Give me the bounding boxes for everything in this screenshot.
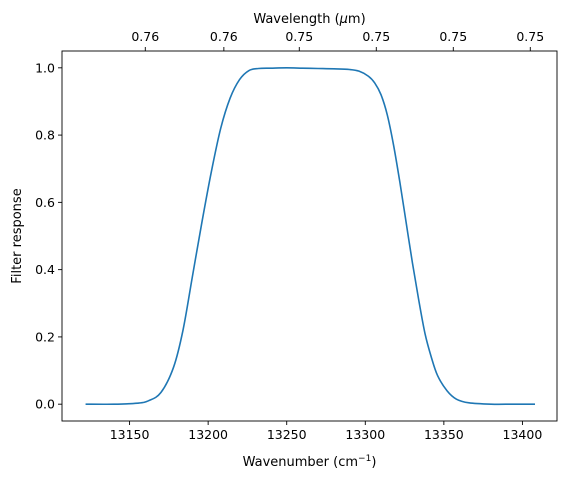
top-tick-label: 0.75 [362,29,390,44]
series-line-0 [85,67,535,406]
y-tick-label: 0.4 [35,262,55,277]
y-axis-label: Filter response [10,188,25,283]
top-axis-label-mu: μ [339,12,348,27]
x-axis-label: Wavenumber (cm−1) [243,454,377,470]
x-tick-label: 13200 [188,427,228,442]
top-axis-label-unit: m) [348,12,366,27]
y-tick-label: 1.0 [35,60,55,75]
top-tick-label: 0.76 [131,29,159,44]
x-tick-label: 13150 [110,427,150,442]
top-tick-label: 0.75 [516,29,544,44]
plot-area [62,51,557,421]
x-axis-label-close: ) [371,455,376,470]
y-tick-label: 0.6 [35,195,55,210]
x-tick-label: 13300 [345,427,385,442]
x-tick-label: 13400 [503,427,543,442]
top-axis-label: Wavelength (μm) [253,12,365,27]
top-tick-label: 0.75 [439,29,467,44]
top-tick-label: 0.76 [210,29,238,44]
x-axis-label-superscript: −1 [358,454,371,464]
x-tick-label: 13350 [424,427,464,442]
top-tick-label: 0.75 [285,29,313,44]
y-tick-label: 0.8 [35,128,55,143]
plot-frame [61,50,558,422]
y-tick-label: 0.2 [35,329,55,344]
y-tick-label: 0.0 [35,397,55,412]
x-tick-label: 13250 [267,427,307,442]
